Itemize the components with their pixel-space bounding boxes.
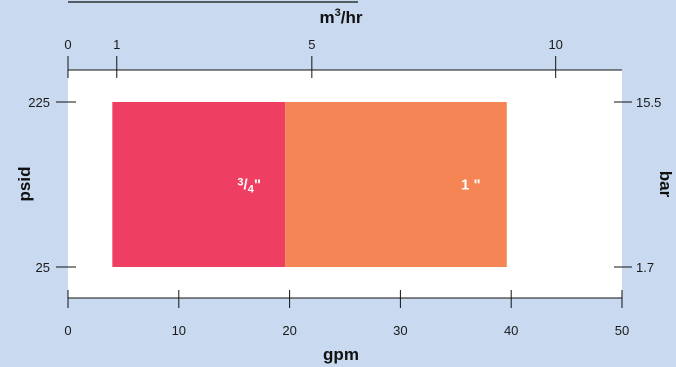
bottom-tick-label: 50: [615, 323, 629, 338]
bottom-tick-label: 20: [282, 323, 296, 338]
bar-three-quarter-inch: [112, 102, 286, 267]
bottom-axis-title: gpm: [323, 345, 359, 364]
right-tick-label: 1.7: [636, 260, 654, 275]
left-axis-title: psid: [15, 167, 34, 202]
bar-label: 1 ": [461, 177, 481, 194]
top-tick-label: 10: [548, 37, 562, 52]
axes: [68, 69, 622, 299]
bottom-tick-label: 30: [393, 323, 407, 338]
top-tick-label: 1: [113, 37, 120, 52]
bar-one-inch: [285, 102, 507, 267]
left-tick-label: 25: [36, 260, 50, 275]
bottom-tick-label: 40: [504, 323, 518, 338]
right-axis-title: bar: [656, 171, 675, 198]
top-tick-label: 0: [64, 37, 71, 52]
bottom-tick-label: 10: [172, 323, 186, 338]
left-tick-label: 225: [28, 95, 50, 110]
top-axis-title: m3/hr: [320, 7, 363, 27]
top-tick-label: 5: [308, 37, 315, 52]
right-tick-label: 15.5: [636, 95, 661, 110]
bottom-tick-label: 0: [64, 323, 71, 338]
tick-group: 0 10 20 30 40 50 0 1 5 10 25 225 1.7 15.5: [28, 37, 661, 338]
bar-group: 3/4" 1 ": [112, 102, 507, 267]
bar-label: 3/4": [237, 177, 261, 196]
